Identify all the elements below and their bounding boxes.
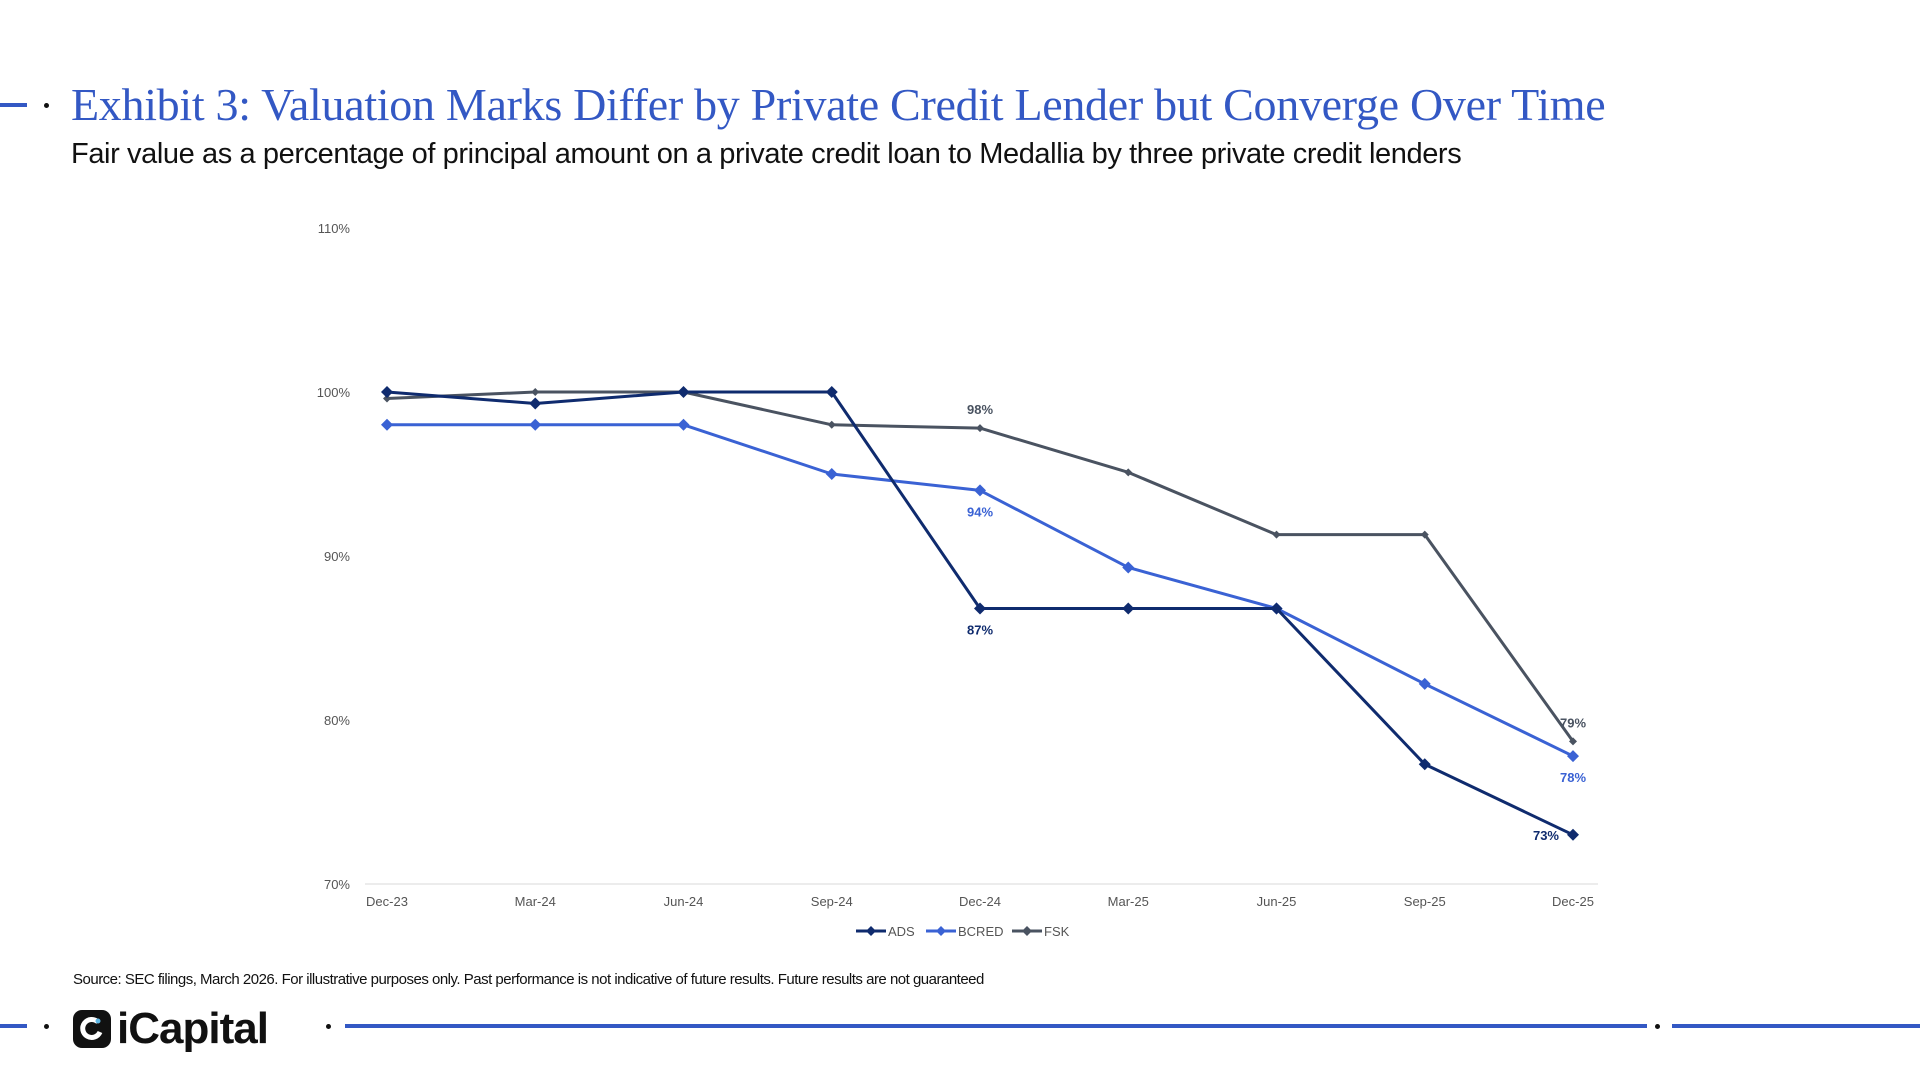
- data-point-ads: [529, 397, 542, 410]
- data-point-ads: [1567, 828, 1579, 841]
- footer-divider-dot: [326, 1024, 331, 1029]
- legend-label-fsk: FSK: [1044, 924, 1070, 939]
- data-point-fsk: [976, 424, 984, 433]
- series-line-bcred: [387, 423, 1574, 758]
- footer-accent-dot: [44, 1024, 49, 1029]
- data-point-fsk: [1569, 737, 1577, 746]
- data-point-ads: [1270, 602, 1283, 615]
- data-point-bcred: [974, 484, 986, 497]
- logo-wordmark: iCapital: [117, 1004, 269, 1053]
- data-point-ads: [974, 602, 986, 615]
- icapital-logo: iCapital: [73, 1004, 269, 1054]
- y-tick-label: 80%: [324, 713, 350, 728]
- x-tick-label: Jun-25: [1257, 894, 1297, 909]
- y-tick-label: 70%: [324, 877, 350, 892]
- data-point-bcred: [825, 468, 838, 480]
- data-label-ads: 73%: [1533, 828, 1559, 843]
- data-point-bcred: [381, 418, 393, 431]
- icapital-logo-icon: [73, 1010, 111, 1048]
- x-tick-label: Sep-24: [811, 894, 853, 909]
- y-tick-label: 100%: [317, 385, 351, 400]
- footer-accent-dash: [0, 1024, 27, 1028]
- page-title: Exhibit 3: Valuation Marks Differ by Pri…: [71, 79, 1606, 130]
- y-tick-label: 110%: [318, 221, 351, 236]
- data-point-fsk: [1272, 530, 1281, 539]
- footer-rule-right: [1672, 1024, 1920, 1028]
- source-note: Source: SEC filings, March 2026. For ill…: [73, 971, 984, 988]
- x-tick-label: Jun-24: [664, 894, 704, 909]
- series-line-fsk: [386, 390, 1575, 743]
- y-tick-label: 90%: [324, 549, 350, 564]
- header-accent-dot: [44, 103, 49, 108]
- data-point-ads: [381, 386, 393, 398]
- legend-marker-fsk: [1022, 926, 1032, 936]
- footer-rule-dot: [1655, 1024, 1660, 1029]
- legend-marker-bcred: [936, 926, 946, 936]
- data-point-fsk: [1420, 530, 1429, 539]
- data-label-bcred: 94%: [967, 504, 993, 519]
- data-point-ads: [1418, 758, 1431, 771]
- header-accent-dash: [0, 103, 27, 107]
- line-chart: 70% 80% 90% 100% 110% Dec-23 Mar-24 Jun-24 Sep-2…: [317, 221, 1598, 939]
- data-label-fsk: 79%: [1560, 715, 1586, 730]
- data-point-fsk: [1124, 468, 1133, 477]
- x-tick-label: Dec-24: [959, 894, 1001, 909]
- data-point-bcred: [1122, 561, 1135, 574]
- data-point-fsk: [531, 388, 540, 396]
- data-point-fsk: [383, 394, 391, 403]
- data-point-fsk: [827, 420, 836, 429]
- data-point-bcred: [529, 418, 542, 431]
- data-point-ads: [677, 386, 690, 398]
- data-point-ads: [1122, 602, 1135, 615]
- page-subtitle: Fair value as a percentage of principal …: [71, 138, 1462, 170]
- data-point-ads: [825, 386, 838, 398]
- data-point-bcred: [1567, 750, 1579, 763]
- data-label-ads: 87%: [967, 622, 993, 637]
- x-tick-label: Dec-25: [1552, 894, 1594, 909]
- data-label-fsk: 98%: [967, 402, 993, 417]
- data-point-bcred: [1418, 677, 1431, 690]
- legend-label-bcred: BCRED: [958, 924, 1004, 939]
- x-tick-label: Mar-25: [1108, 894, 1149, 909]
- data-label-bcred: 78%: [1560, 770, 1586, 785]
- footer-rule: [345, 1024, 1647, 1028]
- x-tick-label: Dec-23: [366, 894, 408, 909]
- legend-marker-ads: [866, 926, 876, 936]
- x-tick-label: Sep-25: [1404, 894, 1446, 909]
- data-point-bcred: [677, 418, 690, 431]
- x-tick-label: Mar-24: [515, 894, 556, 909]
- legend-label-ads: ADS: [888, 924, 915, 939]
